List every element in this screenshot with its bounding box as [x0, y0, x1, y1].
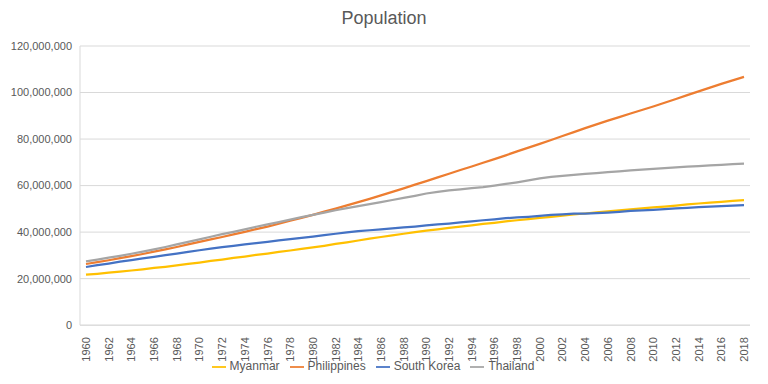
svg-text:1998: 1998	[511, 337, 523, 361]
svg-text:80,000,000: 80,000,000	[17, 133, 72, 145]
html-text:Thailand: Thailand	[488, 359, 535, 374]
svg-text:1996: 1996	[488, 337, 500, 361]
svg-text:1962: 1962	[103, 337, 115, 361]
svg-text:2014: 2014	[693, 337, 705, 361]
html-text:Myanmar: Myanmar	[229, 359, 280, 374]
svg-text:2010: 2010	[647, 337, 659, 361]
svg-text:2000: 2000	[534, 337, 546, 361]
svg-text:2006: 2006	[602, 337, 614, 361]
svg-text:1992: 1992	[443, 337, 455, 361]
svg-text:120,000,000: 120,000,000	[11, 40, 72, 52]
html-text:Philippines: Philippines	[307, 359, 366, 374]
svg-text:1984: 1984	[352, 337, 364, 361]
svg-text:1960: 1960	[80, 337, 92, 361]
svg-text:1978: 1978	[284, 337, 296, 361]
svg-text:1976: 1976	[262, 337, 274, 361]
html-text:Population: Population	[341, 8, 427, 28]
svg-text:1972: 1972	[216, 337, 228, 361]
svg-text:60,000,000: 60,000,000	[17, 179, 72, 191]
svg-text:20,000,000: 20,000,000	[17, 273, 72, 285]
svg-text:1964: 1964	[125, 337, 137, 361]
svg-text:2008: 2008	[625, 337, 637, 361]
svg-text:1986: 1986	[375, 337, 387, 361]
svg-text:1988: 1988	[398, 337, 410, 361]
svg-text:1982: 1982	[330, 337, 342, 361]
svg-text:40,000,000: 40,000,000	[17, 226, 72, 238]
svg-text:2018: 2018	[738, 337, 750, 361]
svg-text:2012: 2012	[670, 337, 682, 361]
svg-text:1980: 1980	[307, 337, 319, 361]
svg-text:100,000,000: 100,000,000	[11, 86, 72, 98]
svg-text:1974: 1974	[239, 337, 251, 361]
svg-text:1990: 1990	[420, 337, 432, 361]
svg-text:0: 0	[66, 319, 72, 331]
svg-text:1994: 1994	[466, 337, 478, 361]
svg-text:2002: 2002	[556, 337, 568, 361]
svg-text:1968: 1968	[171, 337, 183, 361]
svg-text:2016: 2016	[715, 337, 727, 361]
svg-text:2004: 2004	[579, 337, 591, 361]
svg-text:1970: 1970	[193, 337, 205, 361]
svg-text:1966: 1966	[148, 337, 160, 361]
html-text:South Korea: South Korea	[393, 359, 461, 374]
